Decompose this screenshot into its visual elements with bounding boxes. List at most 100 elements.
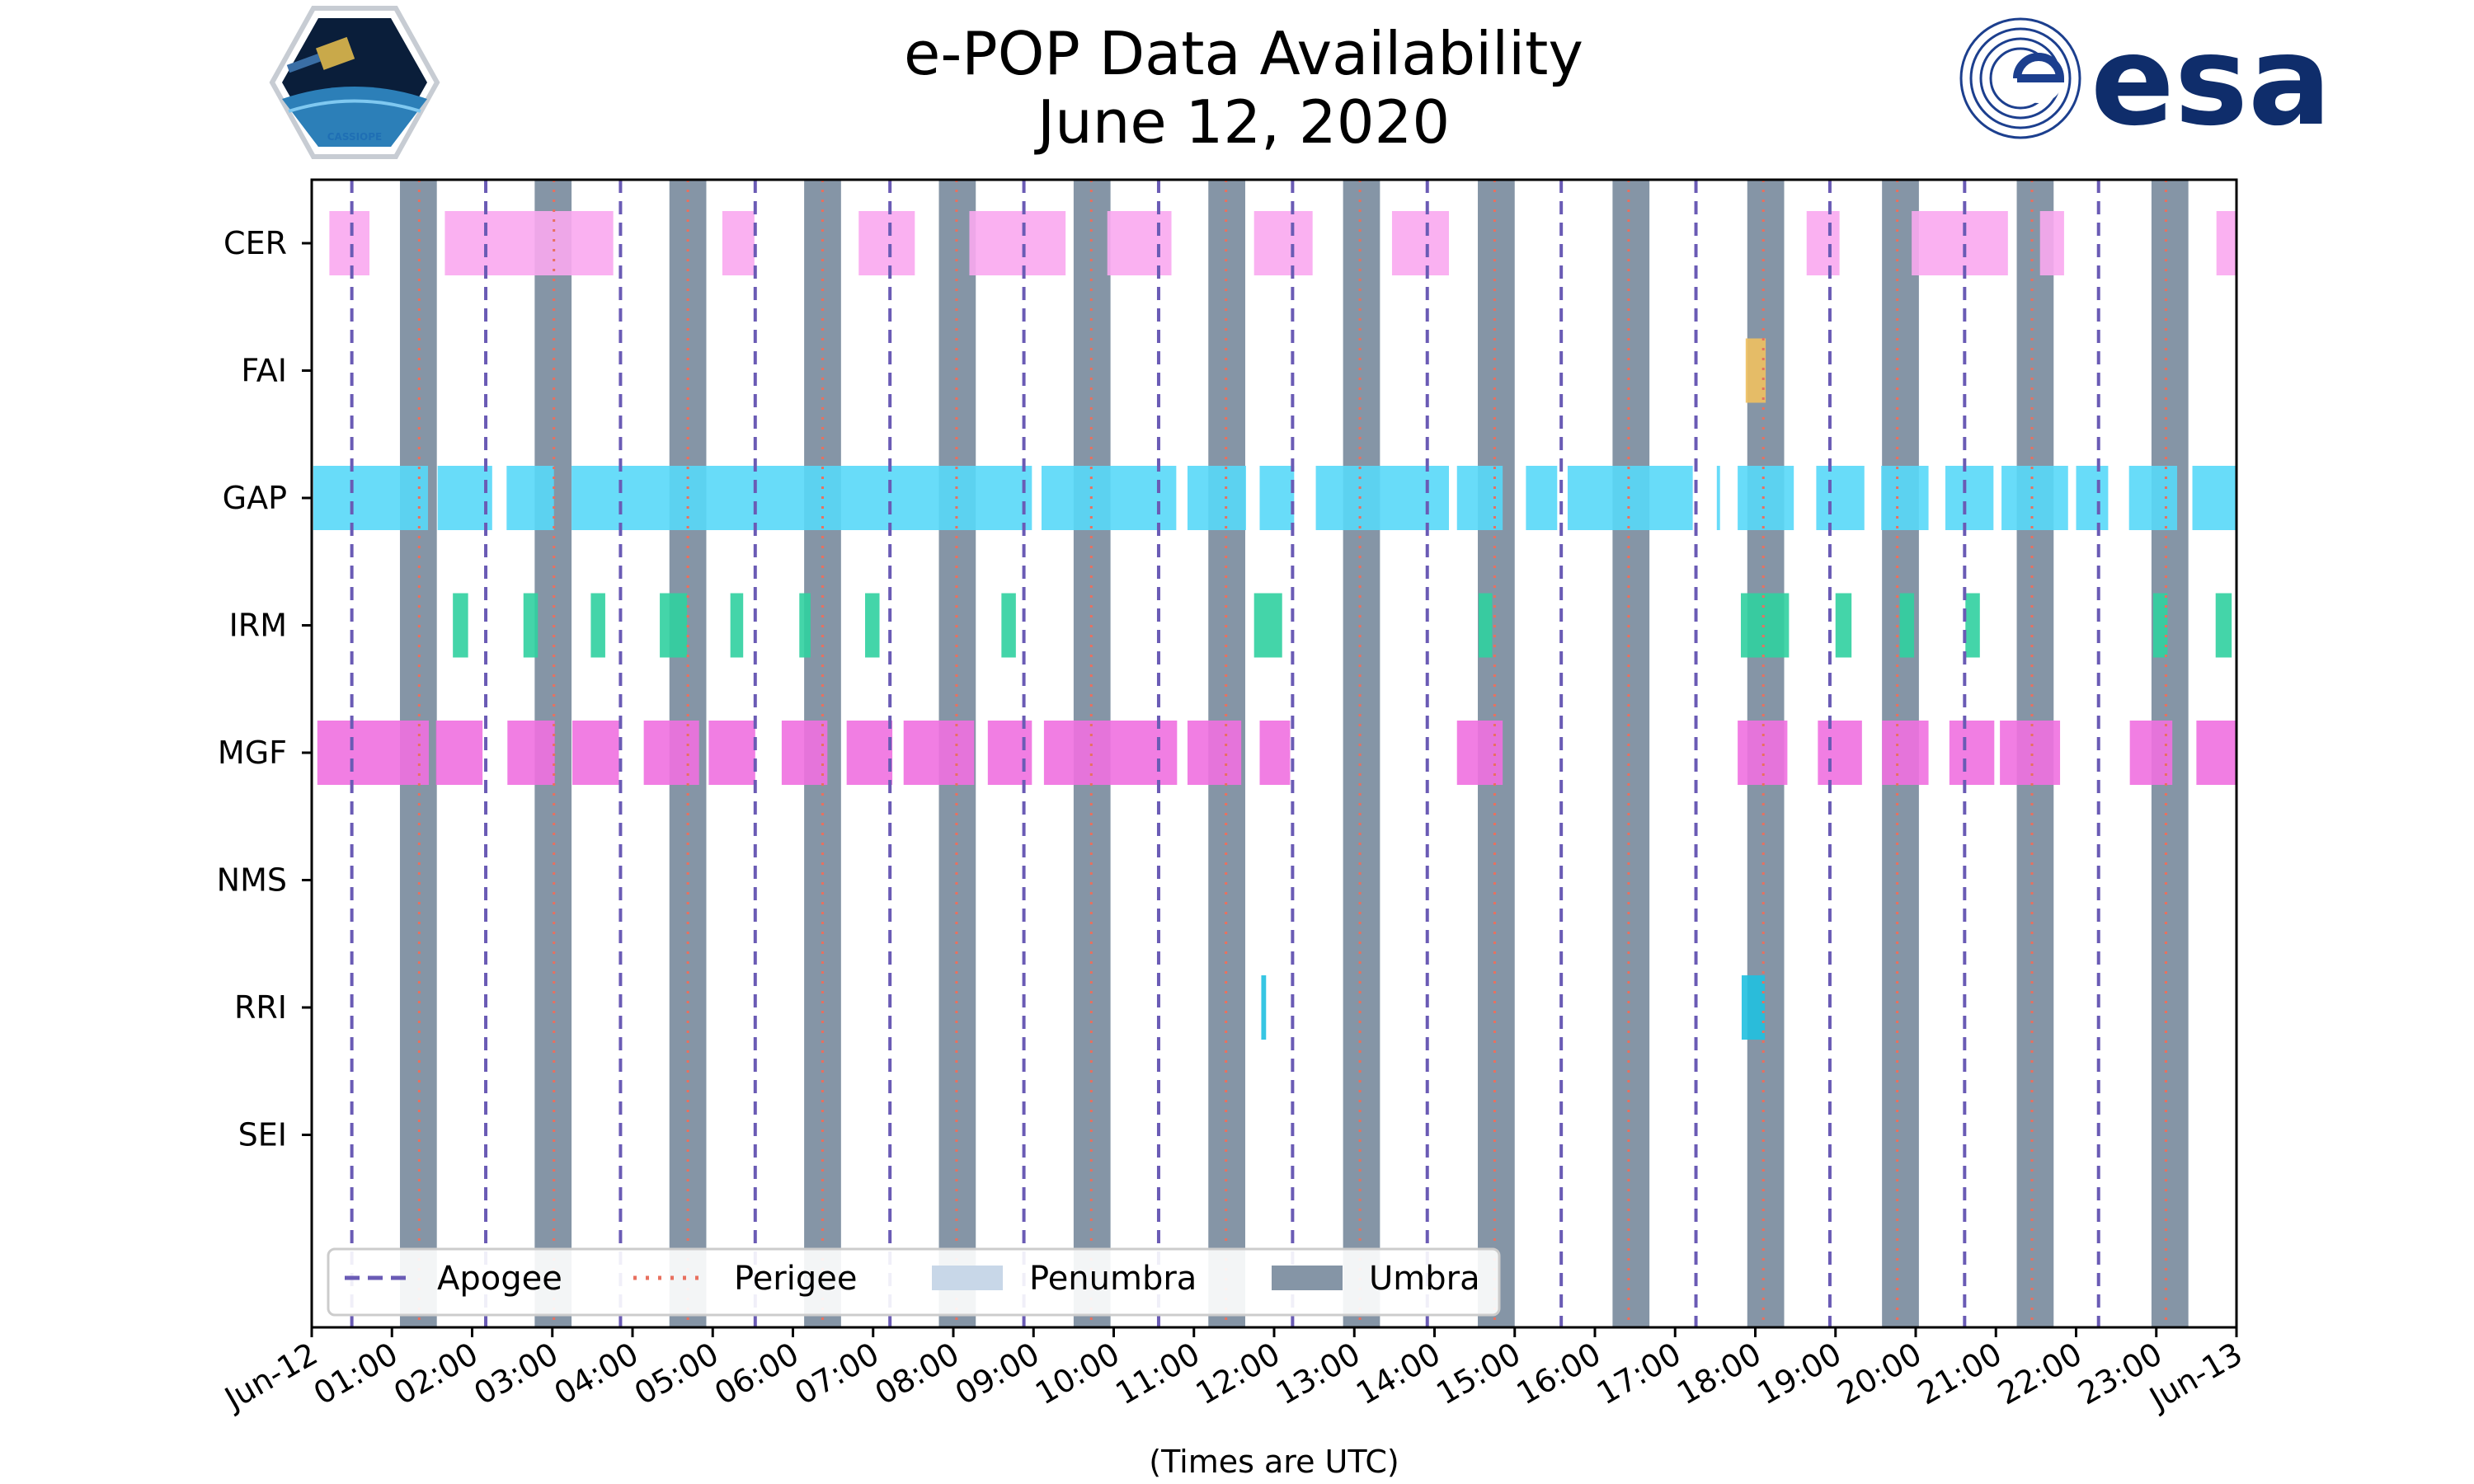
ytick-label-sei: SEI <box>238 1117 287 1153</box>
xtick-label-11: 11:00 <box>1109 1336 1206 1412</box>
xtick-label-2: 02:00 <box>388 1336 484 1412</box>
legend-penumbra-swatch <box>932 1266 1003 1290</box>
bar-mgf-11 <box>1187 721 1242 785</box>
xtick-label-6: 06:00 <box>708 1336 805 1412</box>
xtick-label-13: 13:00 <box>1270 1336 1366 1412</box>
bar-gap-10 <box>1567 466 1693 530</box>
ytick-label-rri: RRI <box>234 989 287 1026</box>
chart-title-line-2: June 12, 2020 <box>1034 87 1450 157</box>
bar-mgf-16 <box>1882 721 1929 785</box>
xtick-label-14: 14:00 <box>1350 1336 1446 1412</box>
bar-cer-6 <box>1253 211 1313 275</box>
bar-irm-9 <box>1478 593 1493 658</box>
bar-irm-1 <box>523 593 539 658</box>
xtick-label-15: 15:00 <box>1430 1336 1526 1412</box>
bar-mgf-18 <box>2000 721 2061 785</box>
bar-gap-1 <box>437 466 492 530</box>
instrument-bars <box>313 211 2236 1040</box>
bar-irm-4 <box>730 593 744 658</box>
bar-rri-1 <box>1741 975 1766 1040</box>
ytick-label-fai: FAI <box>241 353 287 389</box>
bar-mgf-2 <box>507 721 555 785</box>
xtick-label-7: 07:00 <box>788 1336 885 1412</box>
xtick-label-1: 01:00 <box>308 1336 404 1412</box>
xtick-label-22: 22:00 <box>1992 1336 2088 1412</box>
esa-globe-icon <box>1959 17 2081 139</box>
bar-gap-3 <box>571 466 1032 530</box>
bar-gap-11 <box>1716 466 1720 530</box>
bar-gap-18 <box>2128 466 2178 530</box>
xtick-label-18: 18:00 <box>1671 1336 1767 1412</box>
bar-rri-0 <box>1261 975 1267 1040</box>
bar-gap-19 <box>2192 466 2236 530</box>
bar-irm-0 <box>453 593 468 658</box>
bar-irm-7 <box>1001 593 1016 658</box>
umbra-band-9 <box>1612 180 1650 1327</box>
bar-irm-3 <box>660 593 688 658</box>
x-axis: Jun-1201:0002:0003:0004:0005:0006:0007:0… <box>218 1327 2249 1418</box>
bar-cer-7 <box>1391 211 1450 275</box>
bar-irm-13 <box>1965 593 1980 658</box>
bar-gap-0 <box>313 466 429 530</box>
bar-cer-1 <box>444 211 614 275</box>
xtick-label-21: 21:00 <box>1912 1336 2008 1412</box>
bar-mgf-6 <box>781 721 828 785</box>
bar-mgf-17 <box>1949 721 1995 785</box>
bar-irm-6 <box>865 593 880 658</box>
bar-cer-0 <box>329 211 370 275</box>
xtick-label-16: 16:00 <box>1511 1336 1607 1412</box>
ytick-label-irm: IRM <box>229 608 287 644</box>
legend-umbra-label: Umbra <box>1369 1260 1480 1298</box>
bar-gap-9 <box>1526 466 1558 530</box>
bar-irm-8 <box>1253 593 1282 658</box>
ytick-label-nms: NMS <box>217 862 287 899</box>
bar-irm-11 <box>1835 593 1852 658</box>
xtick-label-5: 05:00 <box>628 1336 725 1412</box>
bar-cer-5 <box>1107 211 1172 275</box>
bar-gap-2 <box>506 466 554 530</box>
bar-mgf-12 <box>1259 721 1291 785</box>
xtick-label-24: Jun-13 <box>2142 1336 2249 1418</box>
ytick-label-cer: CER <box>223 225 287 261</box>
legend: Apogee Perigee Penumbra Umbra <box>327 1247 1501 1317</box>
bar-irm-12 <box>1899 593 1915 658</box>
chart-title-line-1: e-POP Data Availability <box>904 19 1583 88</box>
xtick-label-9: 09:00 <box>949 1336 1046 1412</box>
bar-gap-6 <box>1259 466 1295 530</box>
bar-gap-12 <box>1738 466 1794 530</box>
bar-gap-5 <box>1187 466 1246 530</box>
cassiope-logo: CASSIOPE <box>269 6 440 159</box>
xtick-label-10: 10:00 <box>1029 1336 1126 1412</box>
legend-apogee-label: Apogee <box>437 1260 562 1298</box>
bar-mgf-9 <box>987 721 1032 785</box>
xtick-label-3: 03:00 <box>468 1336 564 1412</box>
bar-mgf-4 <box>643 721 699 785</box>
bar-cer-8 <box>1806 211 1840 275</box>
bar-irm-5 <box>799 593 811 658</box>
bar-mgf-5 <box>708 721 755 785</box>
xtick-label-19: 19:00 <box>1751 1336 1847 1412</box>
legend-perigee-label: Perigee <box>734 1260 857 1298</box>
ytick-label-gap: GAP <box>223 480 287 516</box>
esa-wordmark: esa <box>2091 10 2331 153</box>
xtick-label-17: 17:00 <box>1591 1336 1687 1412</box>
bar-mgf-20 <box>2196 721 2236 785</box>
bar-gap-16 <box>2001 466 2068 530</box>
legend-box <box>327 1247 1501 1317</box>
bar-gap-15 <box>1945 466 1994 530</box>
bar-mgf-1 <box>435 721 483 785</box>
x-axis-label: (Times are UTC) <box>1149 1444 1399 1480</box>
legend-penumbra-label: Penumbra <box>1029 1260 1197 1298</box>
bar-mgf-8 <box>903 721 975 785</box>
bar-gap-7 <box>1315 466 1450 530</box>
xtick-label-0: Jun-12 <box>218 1336 324 1418</box>
bar-gap-17 <box>2076 466 2109 530</box>
bar-cer-9 <box>1912 211 2008 275</box>
bar-mgf-7 <box>846 721 893 785</box>
bar-cer-4 <box>969 211 1066 275</box>
bar-cer-11 <box>2216 211 2236 275</box>
xtick-label-20: 20:00 <box>1832 1336 1928 1412</box>
umbra-band-7 <box>1343 180 1380 1327</box>
bar-cer-2 <box>722 211 755 275</box>
